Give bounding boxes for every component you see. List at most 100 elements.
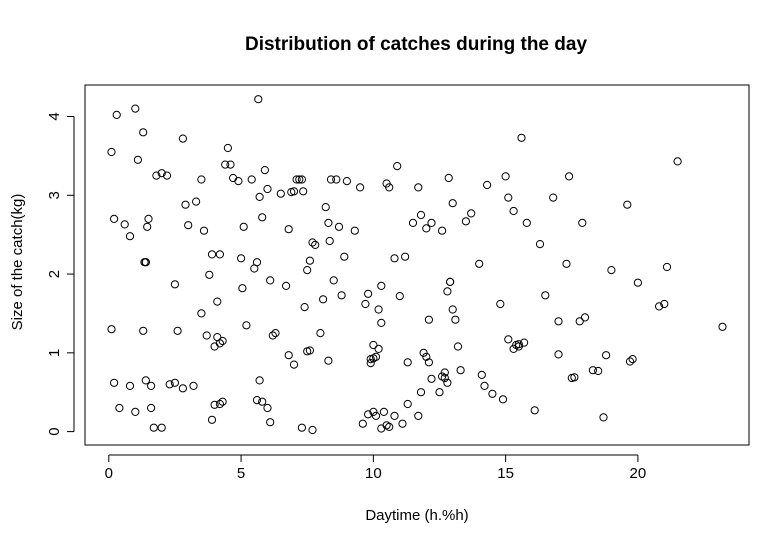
data-point	[125, 381, 135, 390]
data-point	[427, 218, 436, 227]
data-point	[326, 175, 336, 184]
data-point	[517, 133, 526, 142]
data-point	[141, 258, 150, 267]
data-point	[263, 184, 272, 194]
data-point	[655, 302, 664, 311]
data-point	[221, 160, 230, 169]
data-point	[377, 281, 386, 290]
data-point	[588, 366, 598, 375]
data-point	[205, 270, 214, 279]
data-point	[440, 368, 449, 377]
data-point	[157, 423, 166, 432]
data-point	[554, 317, 563, 326]
data-point	[337, 291, 346, 300]
data-point	[498, 395, 508, 404]
data-point	[197, 309, 206, 318]
data-point	[189, 381, 198, 390]
data-point	[110, 214, 119, 223]
data-point	[107, 147, 116, 157]
data-point	[110, 378, 119, 387]
data-point	[144, 214, 153, 223]
data-point	[324, 356, 333, 365]
data-point	[520, 338, 529, 347]
data-point	[284, 225, 293, 234]
data-point	[356, 183, 365, 192]
data-point	[239, 222, 248, 231]
x-tick-label: 20	[630, 465, 647, 482]
data-point	[358, 419, 367, 428]
data-point	[260, 166, 269, 175]
data-point	[390, 254, 399, 263]
data-point	[303, 266, 312, 275]
data-point	[361, 299, 370, 309]
data-point	[254, 95, 263, 104]
data-point	[660, 299, 669, 309]
data-point	[178, 134, 187, 143]
data-point	[131, 407, 140, 416]
data-point	[403, 399, 412, 409]
data-point	[467, 209, 476, 218]
data-point	[475, 259, 484, 268]
data-point	[350, 226, 359, 235]
data-point	[125, 232, 135, 241]
x-axis: 0 5 10 15 20	[105, 454, 647, 482]
data-point	[197, 175, 206, 184]
data-point	[133, 155, 142, 164]
data-point	[385, 422, 394, 431]
data-point	[535, 240, 545, 249]
data-point	[334, 222, 344, 231]
data-point	[162, 171, 172, 180]
data-point	[364, 289, 373, 298]
data-point	[456, 366, 465, 375]
data-point	[149, 423, 158, 432]
data-point	[297, 423, 306, 432]
data-point	[308, 238, 317, 247]
data-point	[580, 313, 590, 322]
data-point	[369, 407, 378, 416]
data-point	[377, 318, 386, 327]
data-point	[628, 355, 637, 364]
data-point	[342, 177, 351, 186]
y-tick-label: 1	[46, 349, 63, 357]
data-point	[408, 218, 418, 227]
data-point	[443, 378, 452, 387]
x-tick-label: 0	[105, 465, 113, 482]
data-point	[271, 329, 280, 338]
data-point	[321, 203, 330, 212]
data-point	[401, 252, 410, 261]
data-point	[443, 287, 452, 296]
data-point	[308, 425, 317, 435]
data-point	[202, 331, 211, 340]
data-point	[258, 397, 267, 406]
x-axis-label: Daytime (h.%h)	[365, 507, 468, 524]
data-point	[623, 200, 632, 209]
data-point	[319, 295, 328, 304]
data-point	[332, 175, 341, 184]
data-point	[112, 110, 121, 120]
data-point	[268, 331, 277, 340]
data-point	[379, 407, 388, 416]
data-point	[252, 258, 262, 267]
data-point	[255, 192, 264, 201]
data-point	[141, 376, 150, 385]
data-point	[602, 351, 611, 360]
data-point	[541, 291, 550, 300]
data-point	[218, 397, 227, 406]
data-point	[173, 326, 182, 335]
data-point	[266, 418, 275, 427]
y-tick-label: 2	[46, 270, 63, 278]
data-point	[107, 325, 116, 334]
y-axis-label: Size of the catch(kg)	[9, 194, 26, 331]
data-point	[340, 252, 349, 261]
data-point	[329, 276, 338, 285]
data-point	[522, 218, 531, 227]
data-point	[565, 172, 574, 181]
data-point	[366, 359, 375, 368]
x-tick-label: 15	[497, 465, 514, 482]
data-point	[215, 339, 224, 348]
data-point	[147, 403, 156, 413]
data-point	[451, 315, 460, 324]
data-point	[210, 400, 219, 409]
data-point	[215, 250, 224, 259]
